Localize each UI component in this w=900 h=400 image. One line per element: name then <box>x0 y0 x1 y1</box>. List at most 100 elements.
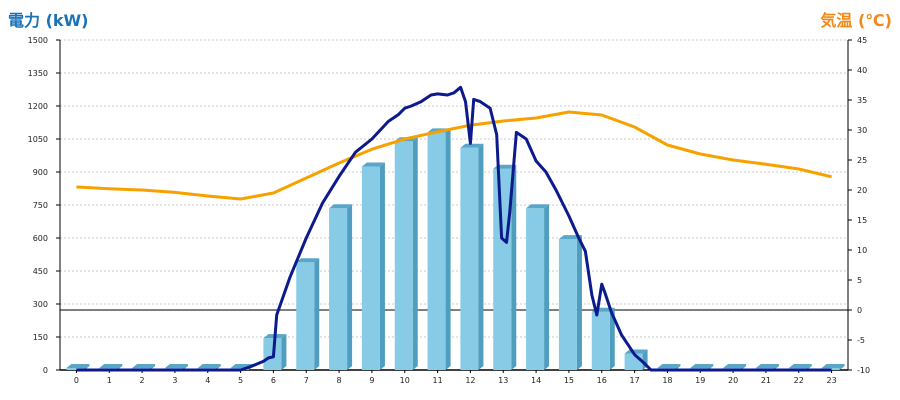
bar-top <box>164 364 188 368</box>
bar-top <box>460 143 484 148</box>
left-tick-label: 900 <box>33 168 48 177</box>
bar-side <box>511 164 517 370</box>
x-tick-label: 17 <box>629 376 639 385</box>
left-axis-title: 電力 (kW) <box>8 11 89 30</box>
x-tick-label: 3 <box>172 376 177 385</box>
x-tick-label: 21 <box>761 376 771 385</box>
left-tick-label: 1050 <box>28 135 48 144</box>
bar-front <box>427 132 446 370</box>
x-tick-label: 8 <box>337 376 342 385</box>
bar <box>427 128 451 370</box>
x-tick-label: 6 <box>271 376 276 385</box>
x-tick-label: 23 <box>826 376 836 385</box>
axes-layer <box>56 39 852 373</box>
x-tick-label: 18 <box>662 376 672 385</box>
bar-front <box>460 147 479 370</box>
right-tick-label: 5 <box>857 276 862 285</box>
left-tick-label: 600 <box>33 234 48 243</box>
x-tick-label: 14 <box>531 376 541 385</box>
bar <box>591 307 615 370</box>
right-tick-label: 45 <box>857 36 867 45</box>
left-tick-label: 450 <box>33 267 48 276</box>
bar-top <box>296 258 320 263</box>
bar-front <box>66 368 85 370</box>
bar <box>460 143 484 370</box>
bar <box>394 137 418 370</box>
bar-top <box>526 204 550 209</box>
bar <box>329 204 353 370</box>
bar-side <box>544 204 550 370</box>
bar-side <box>609 307 615 370</box>
right-tick-label: -10 <box>857 366 870 375</box>
bar-front <box>558 239 577 370</box>
right-tick-label: 20 <box>857 186 867 195</box>
bar-side <box>379 162 385 370</box>
bar-side <box>478 143 484 370</box>
bar-side <box>839 364 845 370</box>
lines-layer <box>76 85 832 372</box>
bar-top <box>66 364 90 368</box>
bar-top <box>788 364 812 368</box>
temperature-line <box>76 110 832 201</box>
bar-side <box>314 258 320 370</box>
right-tick-label: 40 <box>857 66 867 75</box>
bar-top <box>329 204 353 209</box>
left-tick-label: 0 <box>43 366 48 375</box>
bar <box>558 235 582 370</box>
x-tick-label: 22 <box>794 376 804 385</box>
x-tick-label: 13 <box>498 376 508 385</box>
bar-top <box>821 364 845 368</box>
bar-top <box>99 364 123 368</box>
bar-front <box>296 262 315 370</box>
right-axis-title: 気温 (℃) <box>820 11 892 30</box>
right-tick-label: 0 <box>857 306 862 315</box>
x-tick-label: 5 <box>238 376 243 385</box>
power-line <box>76 85 832 372</box>
left-tick-label: 1200 <box>28 102 48 111</box>
right-tick-label: 15 <box>857 216 867 225</box>
bar-side <box>281 334 287 370</box>
bar-side <box>445 128 451 370</box>
labels-layer: 01503004506007509001050120013501500-10-5… <box>28 36 870 385</box>
right-tick-label: 10 <box>857 246 867 255</box>
bar <box>493 164 517 370</box>
x-tick-label: 16 <box>597 376 607 385</box>
x-tick-label: 15 <box>564 376 574 385</box>
right-tick-label: -5 <box>857 336 865 345</box>
left-tick-label: 1350 <box>28 69 48 78</box>
left-tick-label: 750 <box>33 201 48 210</box>
bar <box>296 258 320 370</box>
bar-top <box>558 235 582 240</box>
x-tick-label: 12 <box>465 376 475 385</box>
bar <box>361 162 385 370</box>
bar-front <box>361 166 380 370</box>
x-tick-label: 2 <box>140 376 145 385</box>
x-tick-label: 7 <box>304 376 309 385</box>
right-tick-label: 35 <box>857 96 867 105</box>
bar-side <box>576 235 582 370</box>
bar-front <box>591 311 610 370</box>
right-tick-label: 25 <box>857 156 867 165</box>
x-tick-label: 20 <box>728 376 738 385</box>
bar-top <box>723 364 747 368</box>
x-tick-label: 19 <box>695 376 705 385</box>
bar-top <box>657 364 681 368</box>
x-tick-label: 10 <box>400 376 410 385</box>
bar-top <box>690 364 714 368</box>
x-tick-label: 4 <box>205 376 210 385</box>
bar <box>526 204 550 370</box>
bar-front <box>394 141 413 370</box>
bar-top <box>132 364 156 368</box>
bar-front <box>526 208 545 370</box>
left-tick-label: 1500 <box>28 36 48 45</box>
left-tick-label: 300 <box>33 300 48 309</box>
right-tick-label: 30 <box>857 126 867 135</box>
x-tick-label: 11 <box>432 376 442 385</box>
bar-top <box>361 162 385 167</box>
bar-front <box>329 208 348 370</box>
bar-top <box>755 364 779 368</box>
bars-layer <box>66 128 845 370</box>
x-tick-label: 9 <box>369 376 374 385</box>
